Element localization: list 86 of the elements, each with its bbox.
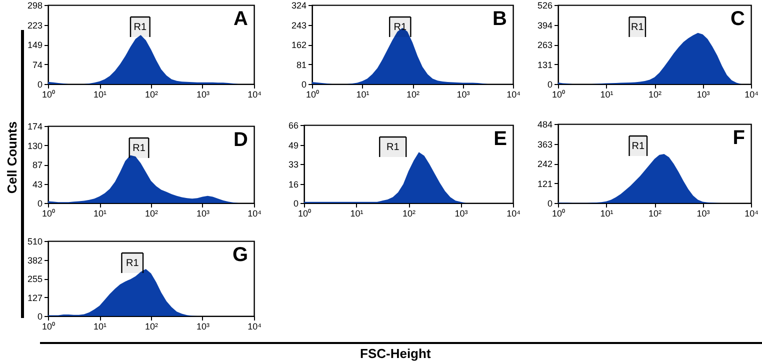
x-tick-label: 10⁰: [552, 208, 566, 218]
x-tick-label: 10⁰: [42, 208, 56, 218]
chart-title: D: [234, 129, 248, 151]
chart-title: A: [234, 8, 248, 30]
x-tick-label: 10²: [144, 208, 158, 218]
x-tick-label: 10⁰: [298, 208, 312, 218]
x-tick-label: 10¹: [93, 322, 107, 332]
y-tick-label: 43: [32, 179, 42, 190]
y-tick-label: 0: [293, 198, 298, 208]
y-tick-label: 33: [288, 160, 298, 170]
y-tick-label: 0: [37, 198, 42, 208]
y-tick-label: 0: [547, 198, 552, 208]
y-tick-label: 149: [27, 40, 42, 50]
chart-title: F: [732, 127, 745, 149]
band-label: R1: [132, 143, 146, 154]
chart-title: B: [492, 8, 507, 30]
y-tick-label: 363: [537, 139, 552, 150]
x-tick-label: 10⁴: [506, 208, 521, 218]
x-tick-label: 10¹: [600, 90, 614, 100]
y-tick-label: 81: [296, 60, 306, 70]
y-tick-label: 324: [291, 0, 306, 10]
y-tick-label: 510: [27, 236, 42, 246]
x-tick-label: 10³: [196, 208, 210, 218]
y-tick-label: 121: [537, 178, 552, 189]
x-tick-label: 10²: [144, 90, 158, 100]
text: FSC-Height: [360, 346, 431, 361]
x-tick-label: 10⁴: [744, 208, 759, 218]
y-tick-label: 162: [291, 40, 306, 50]
y-tick-label: 131: [537, 60, 552, 70]
x-tick-label: 10⁰: [42, 90, 56, 100]
chart-title: G: [232, 244, 248, 266]
y-tick-label: 223: [27, 20, 42, 30]
y-tick-label: 130: [27, 140, 42, 151]
x-tick-label: 10¹: [93, 208, 107, 218]
band-label: R1: [134, 22, 148, 33]
x-tick-label: 10³: [196, 322, 210, 332]
y-tick-label: 255: [27, 274, 42, 284]
x-tick-label: 10³: [196, 90, 210, 100]
band-label: R1: [394, 22, 407, 33]
band-label: R1: [630, 22, 644, 33]
x-tick-label: 10¹: [350, 208, 364, 218]
x-tick-label: 10¹: [93, 90, 107, 100]
y-tick-label: 298: [27, 0, 42, 10]
x-tick-label: 10³: [456, 90, 470, 100]
y-tick-label: 0: [547, 80, 552, 90]
y-tick-label: 74: [32, 60, 42, 70]
y-tick-label: 382: [27, 255, 42, 266]
y-tick-label: 16: [288, 180, 298, 190]
x-tick-label: 10²: [648, 90, 662, 100]
y-tick-label: 127: [27, 292, 42, 303]
x-tick-label: 10²: [402, 208, 416, 218]
x-tick-label: 10²: [406, 90, 420, 100]
chart-title: E: [494, 128, 507, 150]
y-tick-label: 66: [288, 120, 298, 130]
x-tick-label: 10⁴: [248, 208, 262, 218]
y-tick-label: 263: [537, 40, 552, 50]
x-tick-label: 10³: [696, 90, 710, 100]
band-label: R1: [386, 142, 400, 153]
y-tick-label: 0: [301, 80, 306, 90]
x-tick-label: 10²: [648, 208, 662, 218]
x-tick-label: 10⁴: [248, 322, 262, 332]
y-tick-label: 0: [37, 312, 42, 322]
y-tick-label: 87: [32, 160, 42, 170]
chart-title: C: [730, 8, 745, 30]
x-tick-label: 10⁴: [506, 90, 521, 100]
x-tick-label: 10⁰: [306, 90, 320, 100]
y-tick-label: 394: [537, 20, 552, 30]
y-axis-title: Cell Counts: [4, 120, 20, 196]
band-label: R1: [632, 141, 645, 152]
x-tick-label: 10³: [454, 208, 468, 218]
x-tick-label: 10²: [144, 322, 158, 332]
y-tick-label: 0: [37, 80, 42, 90]
x-tick-label: 10³: [696, 208, 710, 218]
x-tick-label: 10¹: [356, 90, 370, 100]
x-tick-label: 10¹: [600, 208, 614, 218]
y-tick-label: 484: [537, 120, 552, 130]
x-tick-label: 10⁴: [744, 90, 759, 100]
y-tick-label: 243: [291, 20, 306, 30]
x-tick-label: 10⁰: [42, 322, 56, 332]
y-tick-label: 242: [537, 159, 552, 169]
band-label: R1: [126, 258, 140, 269]
y-tick-label: 526: [537, 0, 552, 10]
y-tick-label: 174: [27, 122, 42, 132]
y-tick-label: 49: [288, 140, 298, 151]
x-tick-label: 10⁴: [248, 90, 262, 100]
x-tick-label: 10⁰: [552, 90, 566, 100]
